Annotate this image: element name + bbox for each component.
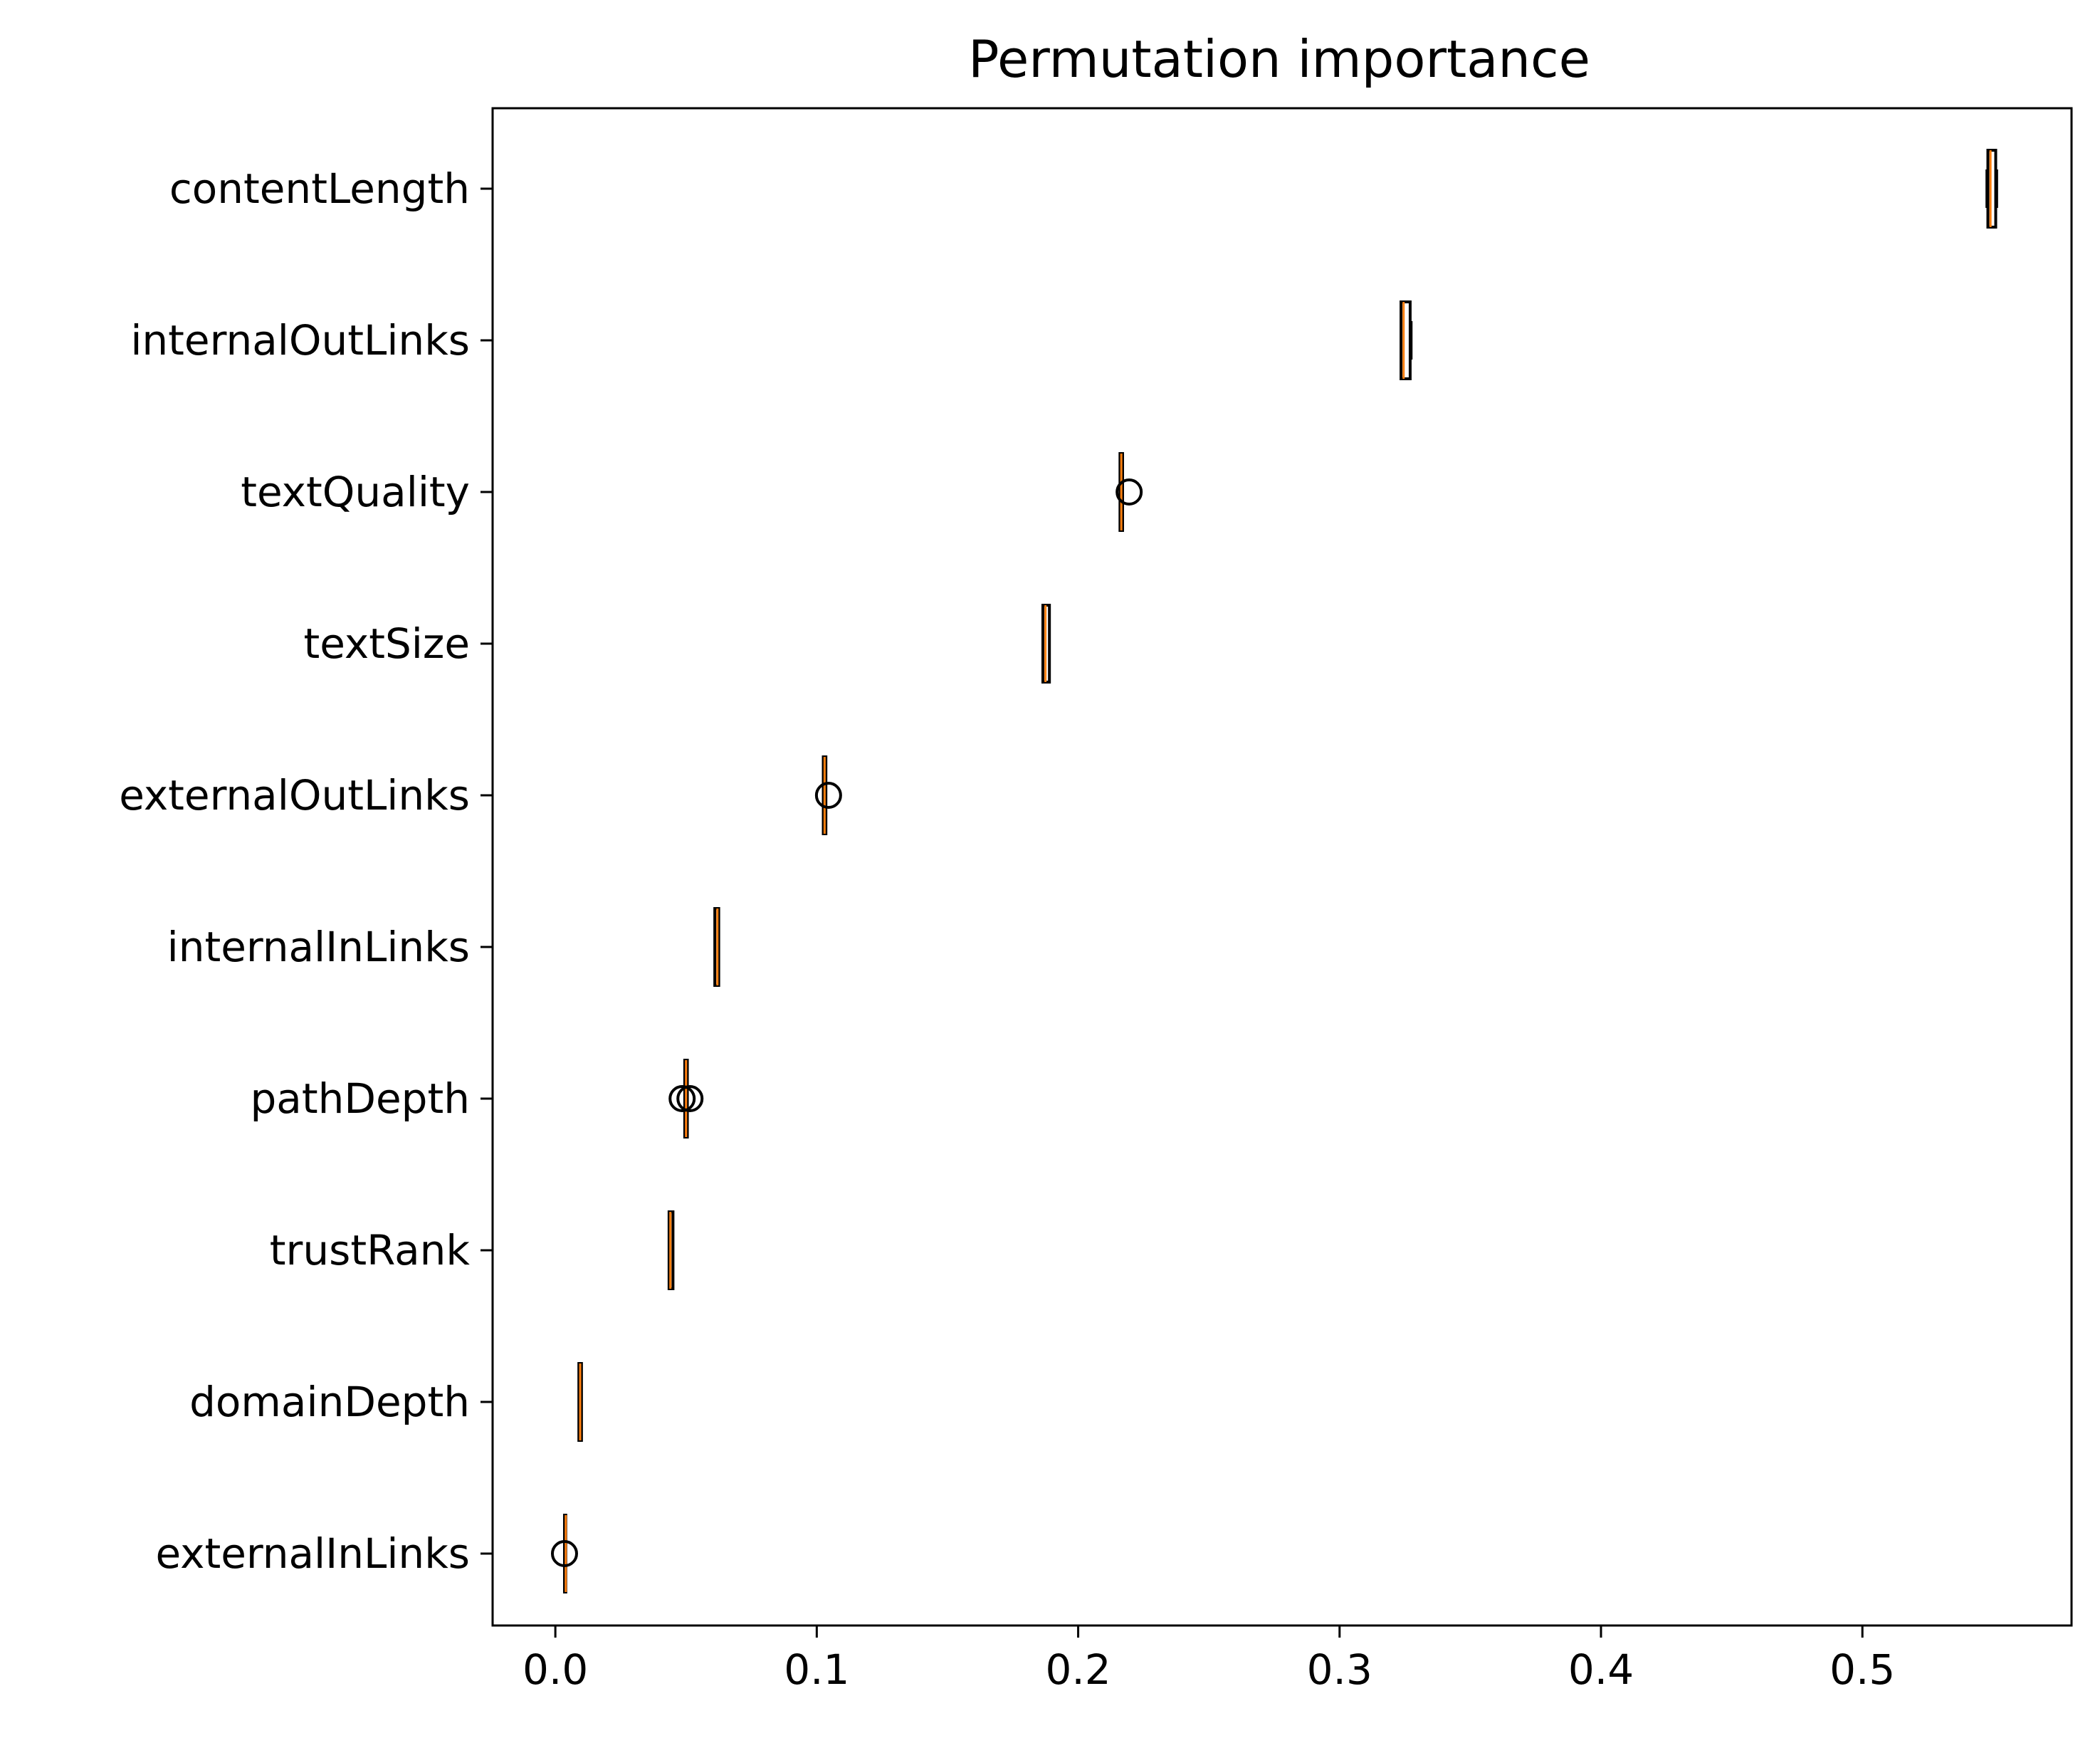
- outlier-point: [676, 1085, 704, 1112]
- y-tick-label: internalInLinks: [167, 923, 470, 971]
- y-axis: contentLength internalOutLinks textQuality…: [119, 164, 493, 1578]
- box-pathDepth: [668, 1059, 704, 1138]
- y-tick-label: textQuality: [241, 468, 470, 516]
- outlier-point: [814, 782, 842, 809]
- plot-area-frame: [491, 107, 2073, 1627]
- y-tick-label: internalOutLinks: [130, 316, 470, 365]
- y-tick-label: externalInLinks: [155, 1529, 470, 1578]
- x-tick-label: 0.3: [1307, 1645, 1372, 1694]
- chart-title: Permutation importance: [968, 29, 1590, 89]
- y-tick-label: trustRank: [270, 1226, 471, 1274]
- x-tick-label: 0.2: [1045, 1645, 1111, 1694]
- x-tick-label: 0.0: [523, 1645, 588, 1694]
- box-textSize: [1041, 604, 1051, 684]
- box-plots: [550, 149, 1998, 1593]
- box-trustRank: [667, 1210, 675, 1290]
- box-externalInLinks: [550, 1514, 578, 1593]
- box-iqr: [1400, 300, 1412, 380]
- box-internalInLinks: [713, 907, 720, 987]
- y-tick-label: textSize: [303, 619, 470, 668]
- box-internalOutLinks: [1400, 300, 1413, 380]
- box-externalOutLinks: [814, 755, 842, 835]
- box-contentLength: [1985, 149, 1998, 229]
- box-iqr: [1986, 149, 1997, 229]
- outlier-point: [668, 1085, 696, 1112]
- x-tick-label: 0.4: [1568, 1645, 1634, 1694]
- y-tick-label: domainDepth: [189, 1378, 470, 1426]
- box-domainDepth: [577, 1362, 583, 1442]
- y-tick-label: contentLength: [169, 164, 470, 213]
- x-tick-label: 0.5: [1829, 1645, 1895, 1694]
- box-textQuality: [1115, 452, 1143, 532]
- y-tick-label: pathDepth: [250, 1074, 470, 1123]
- y-tick-label: externalOutLinks: [119, 771, 470, 820]
- x-axis: 0.0 0.1 0.2 0.3 0.4 0.5: [523, 1626, 1895, 1694]
- outlier-point: [1115, 478, 1143, 506]
- outlier-point: [550, 1540, 578, 1567]
- x-tick-label: 0.1: [784, 1645, 849, 1694]
